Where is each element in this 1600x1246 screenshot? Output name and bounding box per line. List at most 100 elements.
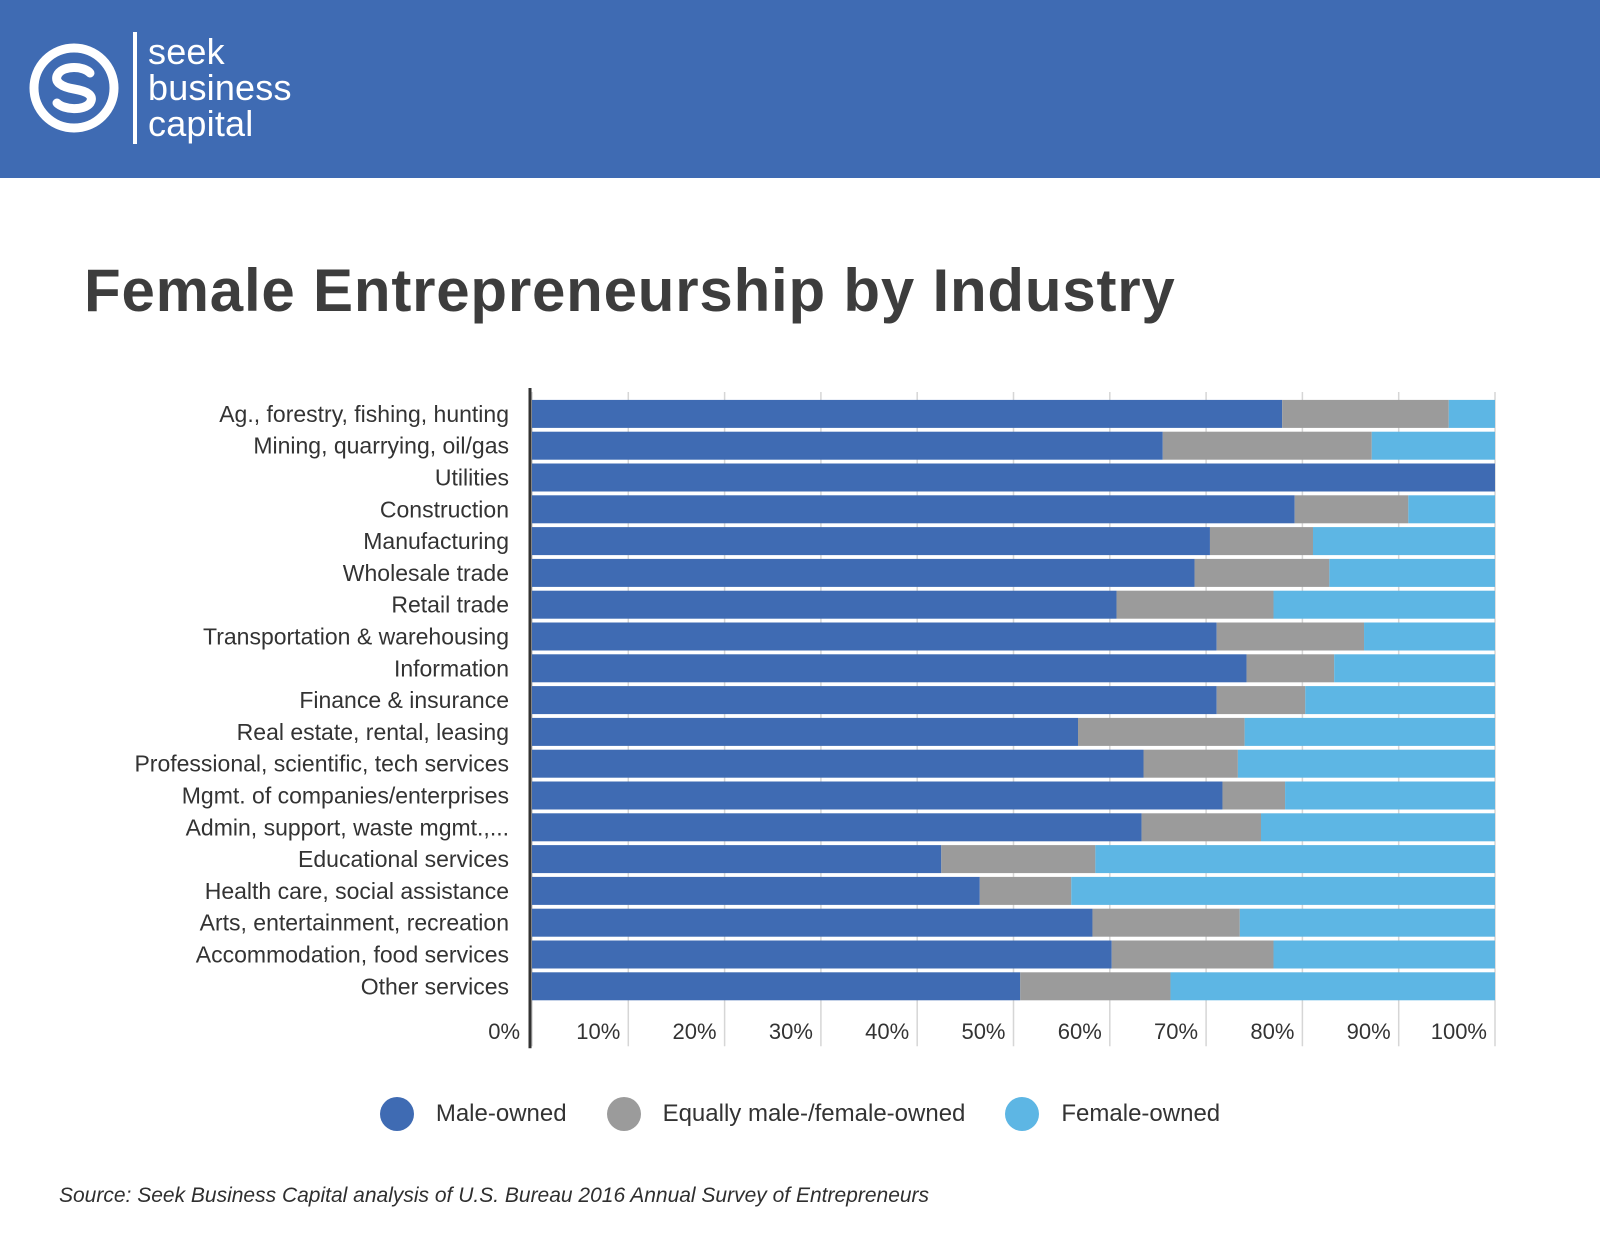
bar-female-owned bbox=[1329, 558, 1495, 587]
bar-equally-owned bbox=[1194, 558, 1330, 587]
bar-equally-owned bbox=[1111, 940, 1274, 969]
brand-line-2: business bbox=[148, 67, 292, 108]
bar-female-owned bbox=[1408, 495, 1495, 524]
bar-male-owned bbox=[532, 527, 1210, 556]
bar-female-owned bbox=[1273, 590, 1495, 619]
bar-female-owned bbox=[1260, 813, 1495, 842]
category-label: Arts, entertainment, recreation bbox=[200, 910, 509, 936]
category-label: Educational services bbox=[298, 846, 509, 872]
bar-male-owned bbox=[532, 876, 980, 905]
bar-male-owned bbox=[532, 590, 1117, 619]
legend-swatch bbox=[1005, 1097, 1040, 1131]
category-label: Other services bbox=[361, 973, 509, 999]
bar-female-owned bbox=[1071, 876, 1495, 905]
bar-male-owned bbox=[532, 686, 1217, 715]
x-tick-label: 60% bbox=[1058, 1019, 1102, 1044]
bar-female-owned bbox=[1312, 527, 1495, 556]
bar-equally-owned bbox=[1141, 813, 1261, 842]
bar-male-owned bbox=[532, 431, 1163, 460]
legend-item: Male-owned bbox=[379, 1097, 567, 1131]
category-label: Transportation & warehousing bbox=[203, 624, 509, 650]
category-label: Construction bbox=[380, 496, 509, 522]
legend-item: Equally male-/female-owned bbox=[606, 1097, 966, 1131]
legend-label: Equally male-/female-owned bbox=[662, 1100, 966, 1127]
bar-female-owned bbox=[1334, 654, 1495, 683]
bar-equally-owned bbox=[1222, 781, 1286, 810]
bar-male-owned bbox=[532, 717, 1079, 746]
category-label: Mining, quarrying, oil/gas bbox=[253, 433, 509, 459]
x-tick-label: 50% bbox=[961, 1019, 1005, 1044]
bar-female-owned bbox=[1239, 908, 1495, 937]
bar-equally-owned bbox=[1020, 972, 1171, 1001]
category-label: Manufacturing bbox=[363, 528, 509, 554]
brand-line-1: seek bbox=[148, 31, 225, 72]
brand-wordmark: seek business capital bbox=[148, 34, 292, 142]
bar-equally-owned bbox=[1282, 399, 1449, 428]
bar-female-owned bbox=[1305, 686, 1495, 715]
legend-item: Female-owned bbox=[1005, 1097, 1220, 1131]
bar-male-owned bbox=[532, 813, 1142, 842]
legend-swatch bbox=[606, 1097, 641, 1131]
bar-male-owned bbox=[532, 463, 1495, 492]
bar-male-owned bbox=[532, 399, 1283, 428]
x-tick-label: 90% bbox=[1347, 1019, 1391, 1044]
category-label: Accommodation, food services bbox=[196, 942, 509, 968]
x-tick-label: 10% bbox=[576, 1019, 620, 1044]
bar-equally-owned bbox=[1143, 749, 1238, 778]
category-label: Health care, social assistance bbox=[205, 878, 509, 904]
header-banner: seek business capital bbox=[0, 0, 1600, 178]
bar-female-owned bbox=[1095, 845, 1495, 874]
bar-equally-owned bbox=[1078, 717, 1245, 746]
brand-line-3: capital bbox=[148, 103, 254, 144]
bar-equally-owned bbox=[1246, 654, 1335, 683]
bar-equally-owned bbox=[1116, 590, 1274, 619]
bar-equally-owned bbox=[1294, 495, 1409, 524]
stacked-bar-chart: Ag., forestry, fishing, hunting Mining, q… bbox=[134, 388, 1496, 1049]
x-tick-label: 0% bbox=[488, 1019, 520, 1044]
seek-logo-icon bbox=[29, 43, 119, 133]
x-tick-label: 100% bbox=[1431, 1019, 1487, 1044]
category-label: Admin, support, waste mgmt.,... bbox=[186, 814, 509, 840]
bar-male-owned bbox=[532, 558, 1195, 587]
x-tick-label: 30% bbox=[769, 1019, 813, 1044]
category-label: Retail trade bbox=[391, 592, 509, 618]
bar-male-owned bbox=[532, 495, 1295, 524]
logo-divider bbox=[133, 32, 137, 144]
category-label: Real estate, rental, leasing bbox=[237, 719, 509, 745]
category-label: Ag., forestry, fishing, hunting bbox=[219, 401, 509, 427]
bar-male-owned bbox=[532, 940, 1112, 969]
bar-male-owned bbox=[532, 908, 1093, 937]
legend-label: Female-owned bbox=[1061, 1100, 1221, 1127]
x-tick-label: 80% bbox=[1250, 1019, 1294, 1044]
bar-male-owned bbox=[532, 622, 1217, 651]
bar-equally-owned bbox=[1162, 431, 1372, 460]
bar-male-owned bbox=[532, 654, 1247, 683]
x-tick-label: 40% bbox=[865, 1019, 909, 1044]
bar-female-owned bbox=[1170, 972, 1495, 1001]
bar-male-owned bbox=[532, 972, 1021, 1001]
bar-female-owned bbox=[1364, 622, 1495, 651]
bar-equally-owned bbox=[979, 876, 1072, 905]
category-label: Wholesale trade bbox=[343, 560, 509, 586]
x-tick-label: 20% bbox=[673, 1019, 717, 1044]
category-label: Information bbox=[394, 655, 509, 681]
bar-male-owned bbox=[532, 781, 1223, 810]
bar-equally-owned bbox=[1092, 908, 1240, 937]
legend-swatch bbox=[379, 1097, 414, 1131]
category-label: Finance & insurance bbox=[299, 687, 509, 713]
category-label: Professional, scientific, tech services bbox=[134, 751, 509, 777]
bar-equally-owned bbox=[1209, 527, 1313, 556]
category-label: Mgmt. of companies/enterprises bbox=[182, 783, 509, 809]
bar-female-owned bbox=[1273, 940, 1495, 969]
bar-male-owned bbox=[532, 749, 1144, 778]
bar-equally-owned bbox=[941, 845, 1096, 874]
x-tick-label: 70% bbox=[1154, 1019, 1198, 1044]
bar-female-owned bbox=[1371, 431, 1495, 460]
bar-female-owned bbox=[1244, 717, 1495, 746]
bar-female-owned bbox=[1285, 781, 1495, 810]
bar-equally-owned bbox=[1216, 622, 1365, 651]
chart-legend: Male-owned Equally male-/female-owned Fema… bbox=[0, 1094, 1600, 1134]
source-note: Source: Seek Business Capital analysis o… bbox=[59, 1184, 930, 1207]
chart-title: Female Entrepreneurship by Industry bbox=[84, 257, 1176, 324]
legend-label: Male-owned bbox=[435, 1100, 567, 1127]
